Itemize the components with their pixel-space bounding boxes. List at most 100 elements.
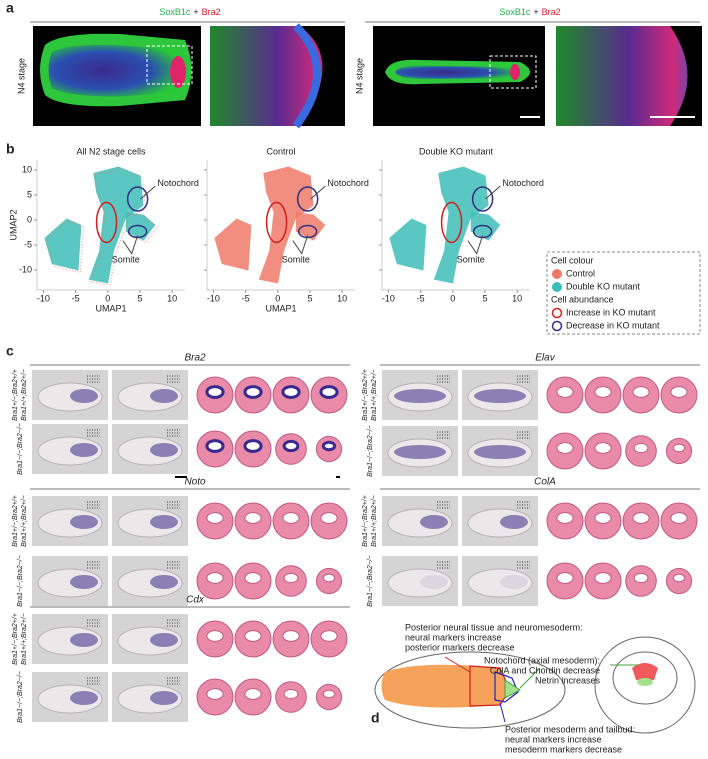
x-tick-label: 5	[307, 293, 312, 303]
section-lumen	[244, 512, 262, 524]
embryo	[387, 568, 453, 598]
embryo	[467, 568, 533, 598]
section-lumen	[206, 512, 224, 524]
section-lumen	[320, 630, 338, 642]
cell-cloud	[214, 218, 252, 271]
stain	[420, 575, 448, 589]
stain	[500, 575, 528, 589]
cell-cloud-overlay	[45, 219, 84, 274]
section-lumen	[320, 512, 338, 524]
section-lumen	[243, 385, 263, 399]
x-tick-label: -10	[37, 293, 50, 303]
cell-cloud	[44, 218, 82, 271]
decrease-circle	[296, 186, 319, 212]
pointer	[444, 656, 471, 673]
section-lumen	[632, 386, 650, 398]
genotype: Bra1+/+;Bra2+/−	[371, 369, 378, 421]
genotype: Bra1+/−;Bra2+/+	[12, 613, 19, 665]
panel-label: a	[6, 0, 14, 16]
x-tick-label: -10	[207, 293, 220, 303]
annotation: Netrin increases	[535, 675, 601, 685]
somite-label: Somite	[457, 254, 485, 264]
x-tick-label: 10	[167, 293, 177, 303]
section-lumen	[281, 385, 301, 399]
legend-swatch	[551, 320, 563, 332]
gene-name: Bra2	[184, 353, 206, 364]
stain	[150, 575, 178, 589]
section-lumen	[672, 573, 686, 583]
pointer	[292, 235, 309, 255]
umap-title: Control	[266, 146, 295, 156]
genotype: Bra1−/−;Bra2−/−	[17, 671, 24, 723]
y-tick-label: -10	[19, 264, 32, 274]
y-tick-label: 5	[27, 189, 32, 199]
axis-label: UMAP1	[265, 303, 296, 313]
axis-label: UMAP2	[8, 209, 18, 240]
genotype: Bra1−/−;Bra2−/−	[367, 555, 374, 607]
channel-header: SoxB1c + Bra2	[499, 7, 560, 17]
annotation: Notochord (axial mesoderm):	[484, 655, 600, 665]
x-tick-label: -5	[242, 293, 250, 303]
genotype: Bra1−/−;Bra2−/−	[17, 423, 24, 475]
y-tick-label: 10	[22, 164, 32, 174]
stain	[150, 691, 178, 705]
increase-circle	[95, 201, 118, 244]
section-lumen	[322, 689, 336, 699]
channel-header: SoxB1c + Bra2	[159, 7, 220, 17]
genotype: Bra1+/+;Bra2+/−	[21, 495, 28, 547]
legend-swatch	[551, 307, 563, 319]
legend-text: Decrease in KO mutant	[566, 320, 660, 330]
x-tick-label: 0	[450, 293, 455, 303]
stain	[70, 575, 98, 589]
genotype: Bra1+/−;Bra2+/+	[12, 369, 19, 421]
pointer	[310, 185, 326, 200]
panel-label: b	[6, 141, 15, 157]
stain	[150, 443, 178, 457]
section-lumen	[556, 386, 574, 398]
cell-cloud-overlay	[90, 167, 147, 287]
scale-bar	[175, 476, 187, 478]
section-lumen	[594, 572, 612, 584]
cell-cloud	[389, 218, 427, 271]
legend-swatch	[552, 269, 562, 279]
x-tick-label: 10	[337, 293, 347, 303]
increase-circle	[265, 201, 288, 244]
y-tick-label: -5	[24, 239, 32, 249]
decrease-circle	[126, 186, 149, 212]
section-lumen	[244, 630, 262, 642]
decrease-circle	[472, 224, 493, 239]
genotype: Bra1+/+;Bra2+/−	[371, 495, 378, 547]
embryo-outline	[374, 651, 566, 729]
legend-box	[546, 251, 701, 335]
stain	[150, 389, 178, 403]
scale-bar	[336, 476, 340, 478]
umap-title: All N2 stage cells	[76, 146, 146, 156]
stain	[70, 389, 98, 403]
x-tick-label: -10	[382, 293, 395, 303]
somite-label: Somite	[112, 254, 140, 264]
section-lumen	[282, 630, 300, 642]
section-lumen	[283, 688, 299, 700]
legend-text: Increase in KO mutant	[566, 307, 656, 317]
stain	[500, 515, 528, 529]
annotation: neural markers increase	[505, 734, 602, 744]
channel-name: Bra2	[202, 7, 221, 17]
section-lumen	[556, 512, 574, 524]
panel-a-images	[33, 23, 702, 129]
section-lumen	[206, 572, 224, 584]
legend-text: Double KO mutant	[566, 281, 641, 291]
section-lumen	[321, 440, 337, 452]
channel-name: Bra2	[542, 7, 561, 17]
pointer	[140, 185, 156, 200]
decrease-circle	[127, 224, 148, 239]
increase-circle	[440, 201, 463, 244]
stain	[150, 515, 178, 529]
section-lumen	[632, 512, 650, 524]
panel-label: c	[6, 343, 14, 359]
section-lumen	[556, 572, 574, 584]
section-lumen	[206, 688, 224, 700]
annotation: ColA and Chordin decrease	[490, 665, 600, 675]
channel-name: +	[533, 7, 538, 17]
pointer	[499, 702, 506, 723]
section-red	[632, 663, 658, 680]
